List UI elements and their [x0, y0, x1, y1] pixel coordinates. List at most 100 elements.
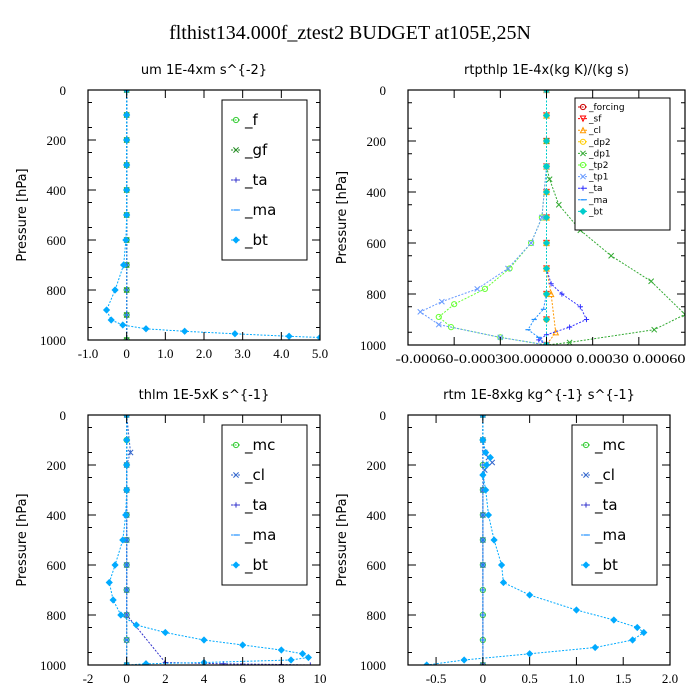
y-tick-label: 600: [47, 558, 67, 573]
y-tick-label: 600: [367, 236, 387, 251]
legend-label: _mc: [244, 436, 275, 455]
data-point: [105, 578, 113, 587]
y-tick-label: 200: [47, 458, 67, 473]
legend-marker: [233, 177, 239, 183]
series-line-8: [537, 90, 588, 345]
data-point: [277, 646, 285, 654]
y-tick-label: 200: [367, 134, 387, 149]
data-point: [542, 315, 551, 324]
legend-label: _ma: [588, 196, 608, 206]
data-point: [111, 561, 119, 569]
data-point: [111, 286, 119, 294]
legend-marker: [233, 502, 239, 508]
data-point: [526, 650, 534, 658]
series-line-5: [106, 90, 320, 338]
data-point: [608, 252, 615, 259]
y-tick-label: 800: [367, 287, 387, 302]
data-point: [497, 561, 506, 569]
data-point: [566, 339, 573, 345]
legend-marker: [583, 472, 589, 478]
legend-marker: [232, 116, 240, 124]
data-point: [528, 239, 535, 247]
x-tick-label: 2.0: [196, 346, 212, 361]
legend-label: _tp2: [588, 161, 608, 171]
legend-label: _ma: [244, 201, 276, 220]
y-tick-label: 400: [367, 508, 387, 523]
data-point: [287, 656, 295, 664]
legend-label: _tp1: [588, 173, 608, 183]
legend-marker: [579, 115, 587, 123]
x-tick-label: 0.5: [522, 671, 538, 686]
data-point: [119, 321, 127, 329]
data-point: [417, 308, 424, 315]
data-point: [566, 324, 573, 330]
legend-marker: [233, 472, 239, 478]
data-point: [484, 511, 493, 519]
data-point: [542, 239, 551, 247]
y-tick-label: 0: [380, 408, 387, 423]
y-tick-label: 1000: [360, 658, 386, 673]
legend-label: _bt: [588, 207, 603, 217]
figure-title: flthist134.000f_ztest2 BUDGET at105E,25N: [169, 22, 531, 44]
data-point: [231, 330, 239, 338]
legend-marker: [580, 185, 586, 191]
x-tick-label: -0.5: [426, 671, 447, 686]
data-point: [123, 161, 131, 169]
data-point: [107, 316, 115, 324]
x-tick-label: 10: [314, 671, 327, 686]
data-point: [479, 662, 486, 665]
panel-title: um 1E-4xm s^{-2}: [141, 63, 267, 78]
data-point: [316, 333, 320, 340]
data-point: [577, 304, 583, 310]
legend-marker: [579, 161, 587, 169]
data-point: [542, 188, 551, 196]
data-point: [546, 176, 553, 183]
data-point: [123, 486, 131, 494]
legend: _f _gf _ta _ma _bt: [221, 99, 308, 261]
data-point: [142, 660, 150, 665]
legend-marker: [232, 236, 240, 244]
x-tick-label: 2: [162, 671, 169, 686]
panels: um 1E-4xm s^{-2}Pressure [hPa]0200400600…: [15, 63, 686, 686]
data-point: [123, 211, 131, 219]
y-tick-label: 400: [47, 508, 67, 523]
series-line-2: [126, 415, 132, 665]
x-tick-label: 4: [201, 671, 208, 686]
y-axis-label: Pressure [hPa]: [15, 493, 30, 586]
legend-marker: [579, 103, 587, 111]
x-tick-label: 6: [239, 671, 246, 686]
y-tick-label: 200: [47, 133, 67, 148]
series-group: [417, 90, 685, 345]
y-axis-label: Pressure [hPa]: [335, 493, 350, 586]
x-tick-label: 0: [123, 671, 130, 686]
data-point: [200, 636, 208, 644]
legend-marker: [580, 150, 586, 157]
data-point: [123, 136, 131, 144]
x-tick-label: 2.0: [662, 671, 678, 686]
data-point: [119, 536, 127, 544]
x-tick-label: 1.5: [615, 671, 631, 686]
data-point: [486, 453, 494, 462]
y-tick-label: 800: [47, 608, 67, 623]
data-point: [555, 201, 562, 208]
legend-label: _ma: [594, 526, 626, 545]
data-point: [127, 449, 134, 456]
legend-label: _cl: [594, 466, 615, 485]
data-point: [572, 606, 581, 614]
data-point: [542, 162, 551, 171]
x-tick-label: -1.0: [78, 346, 99, 361]
x-tick-label: 0: [480, 671, 487, 686]
legend-label: _dp2: [588, 138, 611, 148]
panel-title: rtm 1E-8xkg kg^{-1} s^{-1}: [443, 388, 635, 403]
legend-marker: [583, 502, 589, 508]
data-point: [499, 578, 508, 587]
legend-label: _ta: [244, 171, 268, 190]
data-point: [490, 536, 498, 544]
data-point: [528, 240, 535, 246]
data-point: [506, 265, 513, 272]
data-point: [438, 298, 445, 305]
data-point: [304, 653, 312, 662]
legend-marker: [582, 441, 590, 449]
x-tick-label: 3.0: [235, 346, 251, 361]
data-point: [542, 111, 551, 120]
